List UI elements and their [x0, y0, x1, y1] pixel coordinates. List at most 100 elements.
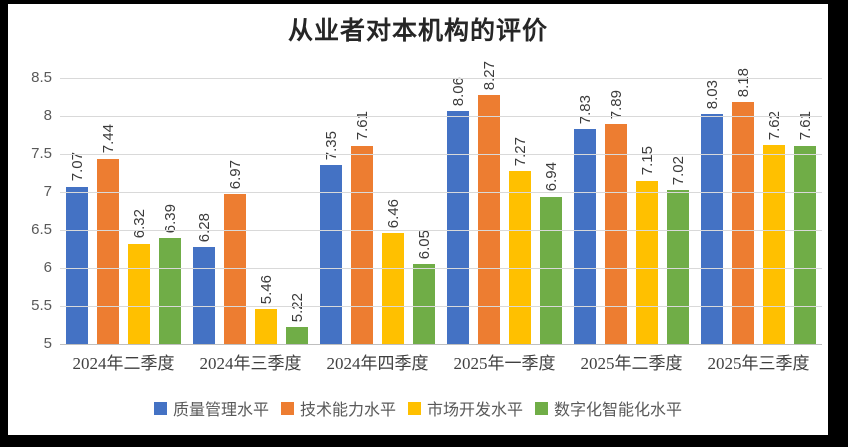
legend-swatch — [153, 401, 167, 415]
gridline — [60, 230, 822, 231]
bar-value-label: 6.97 — [226, 160, 244, 190]
y-tick-label: 7 — [43, 183, 52, 200]
bar-value-label: 7.02 — [669, 156, 687, 186]
bar — [447, 111, 469, 344]
bar-column: 7.27 — [509, 137, 531, 344]
bar-column: 8.03 — [701, 80, 723, 344]
bar — [574, 128, 596, 344]
bar-value-label: 8.27 — [480, 61, 498, 91]
bar — [540, 196, 562, 344]
bar-column: 8.27 — [478, 61, 500, 344]
y-tick-label: 5.5 — [31, 297, 52, 314]
bar — [636, 180, 658, 344]
bar-column: 5.46 — [255, 275, 277, 344]
y-tick-label: 7.5 — [31, 145, 52, 162]
gridline — [60, 116, 822, 117]
bar-group: 8.06 8.27 7.27 6.94 — [441, 61, 568, 344]
legend-label: 技术能力水平 — [299, 402, 396, 419]
gridline — [60, 192, 822, 193]
gridline — [60, 306, 822, 307]
x-category-label: 2025年二季度 — [580, 354, 683, 373]
bar-value-label: 7.35 — [322, 131, 340, 161]
x-axis: 2024年二季度 2024年三季度 2024年四季度 2025年一季度 2025年二季度… — [60, 349, 822, 374]
bar — [701, 113, 723, 344]
bar — [794, 145, 816, 344]
legend-item: 数字化智能化水平 — [535, 396, 682, 420]
bar-value-label: 7.27 — [511, 137, 529, 167]
bar-value-label: 7.89 — [607, 90, 625, 120]
bar-column: 7.61 — [351, 111, 373, 344]
x-category-label: 2025年一季度 — [453, 354, 556, 373]
bar — [159, 238, 181, 344]
bar — [286, 327, 308, 344]
bar-group: 7.35 7.61 6.46 6.05 — [314, 78, 441, 344]
bar — [667, 190, 689, 344]
gridline — [60, 78, 822, 79]
bar — [128, 243, 150, 344]
bar — [224, 194, 246, 344]
plot-wrap: 8.5 8 7.5 7 6.5 6 5.5 5 7.07 7.44 6.32 6.39 6.28 6.9… — [14, 61, 822, 352]
legend-swatch — [535, 401, 549, 415]
bar-column: 6.97 — [224, 160, 246, 344]
chart-title: 从业者对本机构的评价 — [287, 18, 548, 45]
legend-label: 市场开发水平 — [427, 402, 524, 419]
plot-area: 7.07 7.44 6.32 6.39 6.28 6.97 5.46 5.22 7.35 7.61… — [60, 61, 822, 345]
bar-column: 7.62 — [763, 111, 785, 344]
bar-column: 7.61 — [794, 111, 816, 344]
bar-value-label: 7.15 — [638, 146, 656, 176]
bar-value-label: 5.22 — [288, 293, 306, 323]
bar-group: 7.83 7.89 7.15 7.02 — [568, 78, 695, 344]
bar-column: 7.89 — [605, 90, 627, 344]
bar — [66, 186, 88, 344]
bar — [320, 165, 342, 344]
bar — [97, 158, 119, 344]
bar-value-label: 6.05 — [415, 230, 433, 260]
gridline — [60, 268, 822, 269]
legend-swatch — [408, 401, 421, 415]
bar — [351, 145, 373, 344]
bar-value-label: 6.32 — [130, 209, 148, 239]
bar-column: 6.46 — [382, 199, 404, 344]
x-category-label: 2025年三季度 — [707, 354, 810, 373]
bar-value-label: 7.07 — [68, 152, 86, 182]
bar-column: 6.39 — [159, 204, 181, 344]
bar-column: 7.02 — [667, 156, 689, 344]
bar-column: 7.07 — [66, 152, 88, 344]
gridline — [60, 344, 822, 345]
bar-column: 6.05 — [413, 230, 435, 344]
bar — [763, 144, 785, 344]
bar-group: 7.07 7.44 6.32 6.39 — [60, 78, 187, 344]
bar-value-label: 8.18 — [734, 68, 752, 98]
bar-value-label: 8.03 — [703, 79, 721, 109]
bar-value-label: 7.44 — [99, 124, 117, 154]
bar-groups: 7.07 7.44 6.32 6.39 6.28 6.97 5.46 5.22 7.35 7.61… — [60, 61, 822, 344]
y-tick-label: 6.5 — [31, 221, 52, 238]
bar-column: 6.28 — [193, 213, 215, 344]
y-tick-label: 6 — [43, 259, 52, 276]
bar-value-label: 6.28 — [195, 212, 213, 242]
bar — [413, 264, 435, 344]
bar-value-label: 6.94 — [542, 162, 560, 192]
bar-chart: 从业者对本机构的评价 8.5 8 7.5 7 6.5 6 5.5 5 7.07 7.44 6.32… — [8, 4, 828, 435]
x-category-label: 2024年三季度 — [199, 354, 302, 373]
bar — [255, 309, 277, 344]
bar-value-label: 8.06 — [449, 77, 467, 107]
legend: 质量管理水平 技术能力水平 市场开发水平 数字化智能化水平 — [14, 396, 822, 420]
bar-value-label: 6.46 — [384, 198, 402, 229]
bar — [605, 124, 627, 344]
x-category-label: 2024年二季度 — [72, 354, 175, 373]
legend-swatch — [280, 401, 294, 415]
bar-value-label: 5.46 — [257, 274, 275, 305]
legend-item: 市场开发水平 — [408, 396, 523, 420]
bar-group: 6.28 6.97 5.46 5.22 — [187, 78, 314, 344]
bar-column: 8.06 — [447, 77, 469, 344]
bar — [382, 233, 404, 344]
bar — [193, 246, 215, 344]
bar-value-label: 6.39 — [161, 204, 179, 234]
bar-column: 7.44 — [97, 124, 119, 344]
bar — [478, 95, 500, 344]
legend-item: 质量管理水平 — [153, 396, 269, 420]
legend-item: 技术能力水平 — [280, 396, 396, 420]
bar-value-label: 7.83 — [576, 94, 594, 124]
